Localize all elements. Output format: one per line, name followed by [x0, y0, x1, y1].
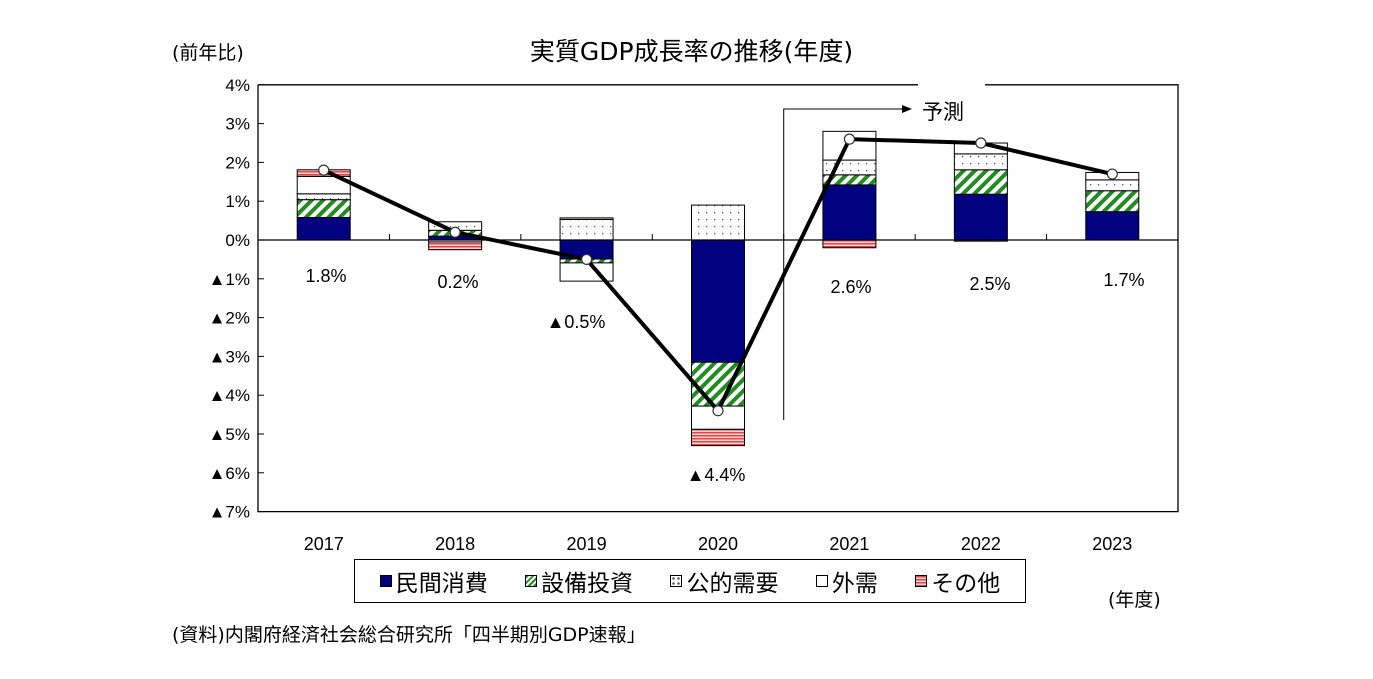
bar-segment	[691, 204, 745, 241]
legend-swatch	[915, 575, 928, 587]
forecast-divider	[783, 108, 902, 420]
bar-segment	[953, 193, 1008, 241]
forecast-arrow-icon	[902, 105, 912, 113]
data-label: 1.8%	[305, 266, 346, 286]
x-tick-label: 2018	[435, 534, 475, 554]
bar-segment	[822, 184, 877, 241]
x-tick-label: 2020	[698, 534, 738, 554]
data-label: 2.6%	[830, 277, 871, 297]
bar-segment	[691, 428, 745, 447]
gdp-growth-point	[580, 253, 593, 265]
legend-swatch	[525, 575, 538, 587]
plot-frame	[257, 84, 1179, 513]
y-tick-label: ▲6%	[209, 464, 250, 483]
data-label: ▲0.5%	[547, 312, 606, 332]
gdp-growth-point	[843, 133, 856, 145]
y-tick-label: 1%	[225, 192, 250, 211]
legend-label: その他	[931, 571, 1001, 597]
legend-item-external-demand: 外需	[815, 564, 878, 598]
y-tick-label: ▲3%	[209, 347, 250, 366]
bar-segment	[1085, 211, 1140, 241]
bar-segment	[559, 217, 614, 220]
y-tick-label: ▲4%	[209, 386, 250, 405]
bar-segment	[1085, 179, 1140, 192]
source-note: (資料)内閣府経済社会総合研究所「四半期別GDP速報」	[172, 624, 646, 646]
bar-segment	[822, 159, 877, 176]
x-axis-unit-label: (年度)	[1108, 589, 1161, 611]
data-label: ▲4.4%	[687, 465, 746, 485]
x-tick-label: 2017	[304, 534, 344, 554]
y-tick-label: 4%	[225, 76, 250, 95]
y-axis-unit-label: (前年比)	[172, 42, 244, 64]
gdp-growth-point	[712, 405, 724, 417]
gdp-growth-point	[318, 164, 330, 176]
legend-swatch	[670, 575, 683, 587]
legend-label: 外需	[831, 571, 878, 597]
gdp-growth-point	[449, 226, 461, 238]
legend-item-capex: 設備投資	[525, 564, 633, 598]
forecast-label: 予測	[922, 100, 964, 124]
data-label: 0.2%	[437, 272, 478, 292]
y-tick-label: ▲1%	[209, 270, 250, 289]
chart-title: 実質GDP成長率の推移(年度)	[529, 37, 854, 66]
bar-segment	[953, 153, 1008, 171]
x-tick-label: 2021	[829, 534, 869, 554]
legend-label: 民間消費	[395, 571, 488, 597]
bar-segment	[822, 239, 877, 249]
legend-item-public-demand: 公的需要	[670, 564, 778, 598]
bar-segment	[691, 239, 745, 363]
y-tick-label: ▲7%	[209, 503, 250, 522]
bar-segment	[1085, 190, 1140, 213]
x-tick-label: 2023	[1092, 534, 1132, 554]
bar-segment	[296, 199, 351, 218]
bar-segment	[428, 241, 483, 251]
x-tick-label: 2019	[567, 534, 607, 554]
data-label: 2.5%	[969, 274, 1010, 294]
legend-item-other: その他	[915, 564, 1000, 598]
x-tick-label: 2022	[961, 534, 1001, 554]
bar-segment	[953, 169, 1008, 195]
y-tick-label: ▲5%	[209, 425, 250, 444]
legend-swatch	[379, 575, 392, 587]
legend-swatch	[815, 575, 828, 587]
legend-label: 公的需要	[686, 571, 779, 597]
legend: 民間消費 設備投資 公的需要 外需 その他	[354, 559, 1026, 603]
legend-item-private-consumption: 民間消費	[379, 564, 488, 598]
bar-segment	[296, 193, 351, 201]
gdp-growth-point	[1106, 168, 1118, 180]
bar-segment	[559, 218, 614, 241]
y-tick-label: 2%	[225, 153, 250, 172]
y-tick-label: 3%	[225, 115, 250, 134]
legend-label: 設備投資	[541, 571, 634, 597]
bar-segment	[691, 361, 745, 407]
gdp-growth-point	[975, 137, 987, 149]
bar-segment	[296, 216, 351, 241]
y-tick-label: ▲2%	[209, 309, 250, 328]
data-label: 1.7%	[1103, 270, 1144, 290]
y-tick-label: 0%	[225, 231, 250, 250]
